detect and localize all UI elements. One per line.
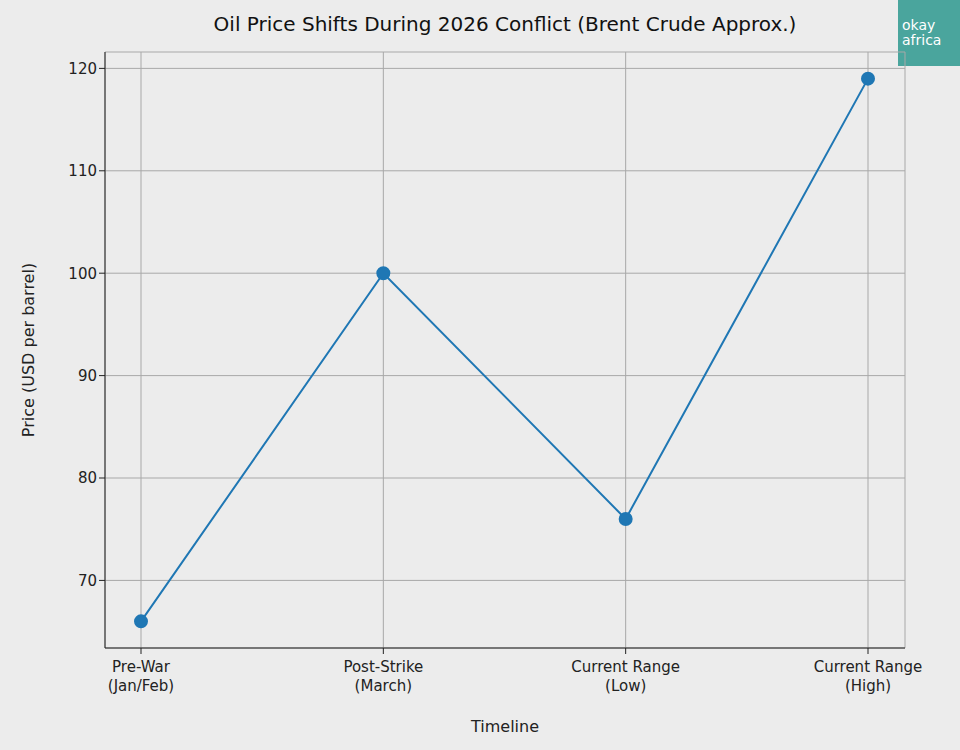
svg-text:Price (USD per barrel): Price (USD per barrel) bbox=[19, 263, 38, 437]
svg-text:110: 110 bbox=[68, 162, 97, 180]
svg-text:Current Range(Low): Current Range(Low) bbox=[571, 658, 680, 695]
html-text:Oil Price Shifts During 2026 C: Oil Price Shifts During 2026 Conflict (B… bbox=[213, 12, 797, 36]
svg-text:100: 100 bbox=[68, 265, 97, 283]
svg-text:Current Range(High): Current Range(High) bbox=[814, 658, 923, 695]
html-text:okay: okay bbox=[902, 17, 936, 33]
svg-text:Post-Strike(March): Post-Strike(March) bbox=[343, 658, 423, 695]
html-text:africa: africa bbox=[902, 32, 942, 48]
svg-text:90: 90 bbox=[78, 367, 97, 385]
svg-text:70: 70 bbox=[78, 572, 97, 590]
svg-text:Timeline: Timeline bbox=[470, 717, 539, 736]
svg-text:120: 120 bbox=[68, 60, 97, 78]
svg-text:80: 80 bbox=[78, 469, 97, 487]
svg-text:Pre-War(Jan/Feb): Pre-War(Jan/Feb) bbox=[108, 658, 174, 695]
